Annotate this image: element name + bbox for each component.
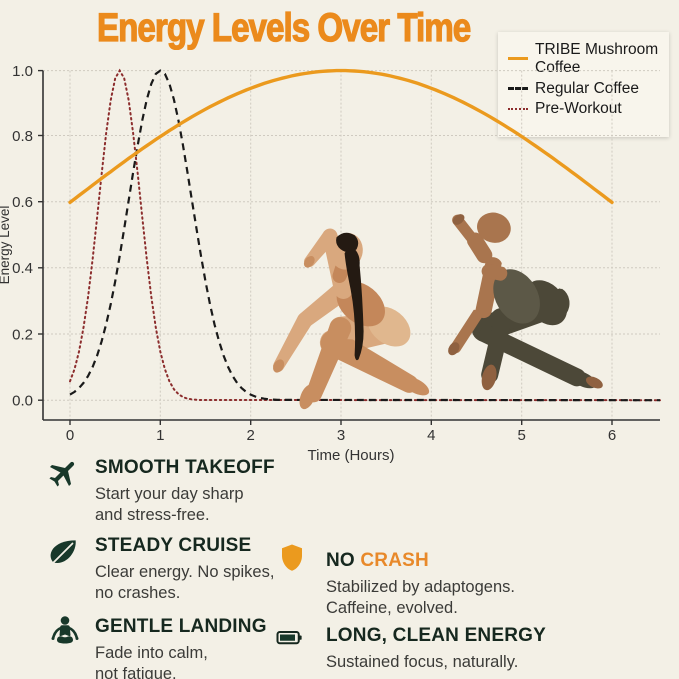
svg-text:1: 1 <box>156 427 164 444</box>
svg-text:0.2: 0.2 <box>12 326 33 343</box>
svg-text:0: 0 <box>66 427 74 444</box>
svg-text:Energy Level: Energy Level <box>0 206 12 285</box>
svg-text:Time (Hours): Time (Hours) <box>308 447 395 464</box>
svg-text:3: 3 <box>337 427 345 444</box>
svg-text:5: 5 <box>518 427 526 444</box>
svg-text:1.0: 1.0 <box>12 63 33 80</box>
svg-text:0.8: 0.8 <box>12 128 33 145</box>
svg-text:0.6: 0.6 <box>12 194 33 211</box>
svg-text:4: 4 <box>427 427 435 444</box>
svg-text:6: 6 <box>608 427 616 444</box>
svg-text:0.0: 0.0 <box>12 393 33 410</box>
svg-text:0.4: 0.4 <box>12 260 33 277</box>
svg-text:2: 2 <box>247 427 255 444</box>
